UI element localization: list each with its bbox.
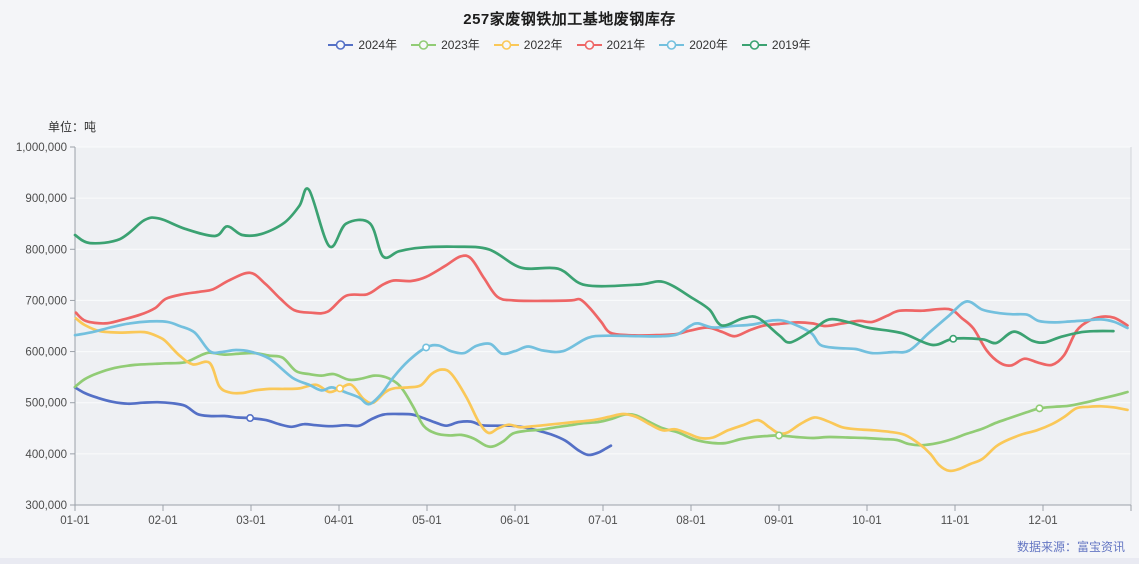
- unit-label: 单位：吨: [48, 120, 97, 134]
- x-axis-label: 10-01: [852, 515, 881, 527]
- bottom-strip: [0, 558, 1139, 564]
- x-axis-label: 02-01: [148, 515, 177, 527]
- data-point-marker-2019[interactable]: [949, 334, 958, 343]
- data-point-marker-2023[interactable]: [774, 431, 783, 440]
- legend-label: 2019年: [771, 38, 811, 52]
- y-axis-label: 400,000: [25, 449, 67, 461]
- series-line-2022[interactable]: [74, 316, 1129, 473]
- legend-item-2023[interactable]: 2023年: [411, 36, 480, 53]
- x-axis-label: 11-01: [941, 515, 970, 527]
- y-axis-label: 700,000: [25, 295, 67, 307]
- legend-label: 2021年: [606, 38, 646, 52]
- y-axis-label: 300,000: [25, 500, 67, 512]
- x-axis-label: 01-01: [60, 515, 89, 527]
- legend-item-2019[interactable]: 2019年: [741, 36, 811, 53]
- series-line-2019[interactable]: [73, 187, 1115, 347]
- x-axis-label: 06-01: [500, 515, 529, 527]
- chart-legend: 2024年 2023年 2022年 2021年 2020年 2019年: [0, 36, 1139, 53]
- y-axis-label: 900,000: [25, 193, 67, 205]
- x-axis-label: 09-01: [764, 515, 793, 527]
- x-axis-label: 08-01: [676, 515, 705, 527]
- legend-item-2022[interactable]: 2022年: [493, 36, 563, 53]
- legend-label: 2020年: [689, 38, 728, 52]
- data-point-marker-2023[interactable]: [1035, 404, 1044, 413]
- legend-marker-2019-icon: [741, 39, 767, 50]
- legend-item-2020[interactable]: 2020年: [659, 36, 728, 53]
- legend-label: 2023年: [441, 38, 480, 52]
- data-point-marker-2022[interactable]: [335, 384, 344, 393]
- chart-title: 257家废钢铁加工基地废钢库存: [463, 11, 676, 28]
- y-axis-label: 800,000: [25, 244, 67, 256]
- legend-marker-2022-icon: [493, 39, 519, 50]
- y-axis-label: 1,000,000: [16, 142, 67, 154]
- legend-marker-2024-icon: [328, 39, 354, 50]
- series-line-2020[interactable]: [73, 300, 1129, 406]
- legend-label: 2024年: [358, 38, 398, 52]
- x-axis-label: 04-01: [324, 515, 353, 527]
- data-point-marker-2020[interactable]: [422, 343, 431, 352]
- x-axis-label: 12-01: [1028, 515, 1057, 527]
- y-axis-label: 500,000: [25, 398, 67, 410]
- y-axis-label: 600,000: [25, 347, 67, 359]
- series-line-2023[interactable]: [73, 351, 1129, 449]
- legend-marker-2020-icon: [659, 39, 685, 50]
- series-line-2021[interactable]: [74, 254, 1129, 367]
- data-point-marker-2024[interactable]: [246, 414, 255, 423]
- x-axis-label: 07-01: [588, 515, 617, 527]
- legend-item-2024[interactable]: 2024年: [328, 36, 397, 53]
- legend-marker-2021-icon: [576, 39, 602, 50]
- source-label: 数据来源：富宝资讯: [1016, 540, 1125, 554]
- legend-label: 2022年: [523, 38, 563, 52]
- legend-item-2021[interactable]: 2021年: [576, 36, 646, 53]
- x-axis-label: 05-01: [412, 515, 441, 527]
- legend-marker-2023-icon: [411, 39, 437, 50]
- x-axis-label: 03-01: [236, 515, 265, 527]
